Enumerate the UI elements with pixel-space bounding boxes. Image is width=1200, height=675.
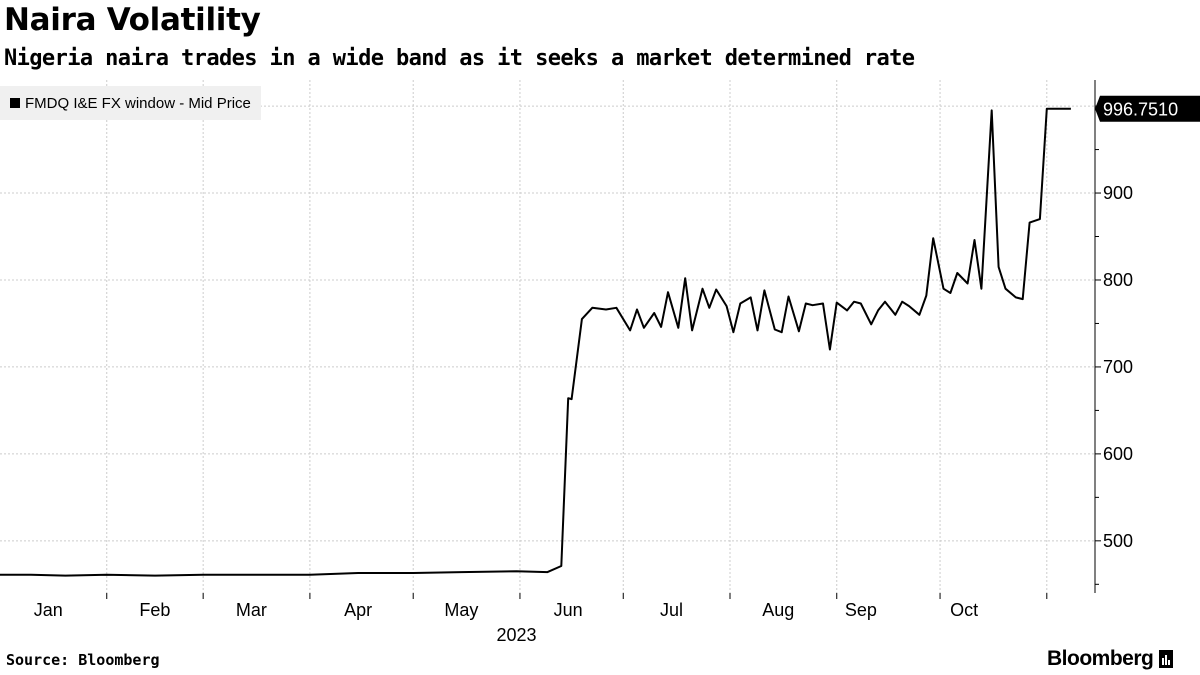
x-tick-label: May [444,600,478,620]
x-tick-label: Jul [660,600,683,620]
x-tick-label: Jan [34,600,63,620]
last-value-flag [1095,95,1200,122]
y-tick-label: 700 [1103,357,1133,377]
x-tick-label: Apr [344,600,372,620]
source-note: Source: Bloomberg [6,651,160,669]
bloomberg-terminal-icon [1159,650,1174,668]
series-line [0,107,1071,577]
last-value-text: 996.7510 [1103,100,1178,120]
x-tick-label: Sep [845,600,877,620]
x-tick-label: Aug [762,600,794,620]
x-tick-label: Feb [139,600,170,620]
legend: FMDQ I&E FX window - Mid Price [0,86,261,120]
x-axis-year-label: 2023 [496,625,536,645]
x-tick-label: Mar [236,600,267,620]
chart-subtitle: Nigeria naira trades in a wide band as i… [4,46,915,71]
y-axis: 500 600 700 800 900 [1094,80,1133,593]
brand-text: Bloomberg [1047,647,1154,670]
legend-label: FMDQ I&E FX window - Mid Price [25,94,251,112]
y-tick-label: 500 [1103,531,1133,551]
legend-swatch [10,98,20,108]
grid-lines [0,80,1095,593]
last-value-label: 996.7510 [1095,95,1200,122]
chart-title: Naira Volatility [4,2,261,38]
x-tick-label: Jun [554,600,583,620]
y-tick-label: 600 [1103,444,1133,464]
y-tick-label: 800 [1103,270,1133,290]
x-axis: Jan Feb Mar Apr May Jun Jul Aug Sep Oct [34,593,1048,620]
y-tick-label: 900 [1103,183,1133,203]
x-tick-label: Oct [950,600,978,620]
brand-logo: Bloomberg [1047,647,1174,671]
